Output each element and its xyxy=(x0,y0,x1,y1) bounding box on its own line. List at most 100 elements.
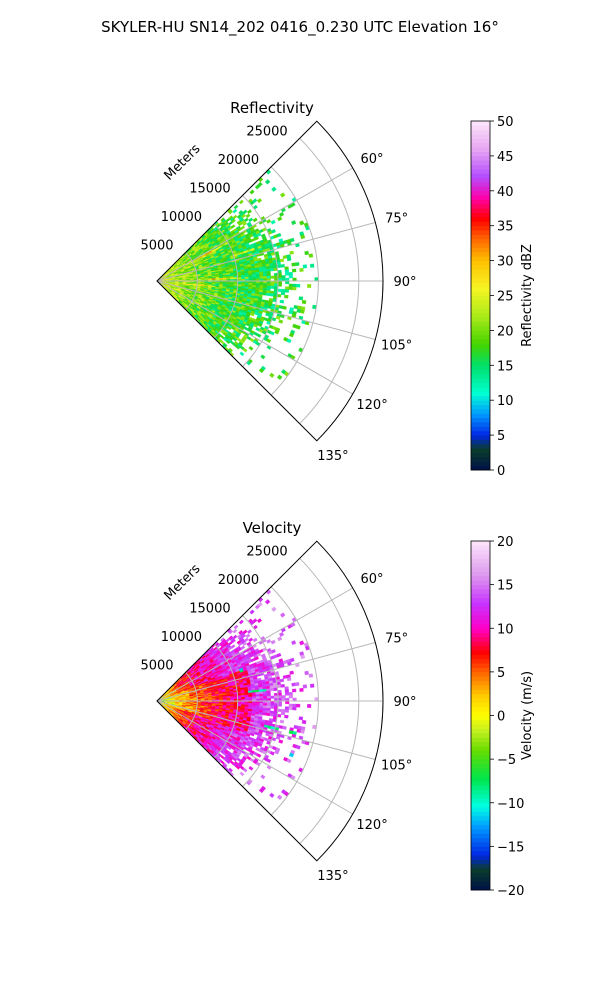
radar-gate xyxy=(238,199,244,205)
colorbar-segment xyxy=(471,580,490,586)
colorbar-segment xyxy=(471,780,490,786)
radar-gate xyxy=(314,697,319,702)
colorbar-segment xyxy=(471,562,490,568)
colorbar-tick-label: 50 xyxy=(497,115,514,130)
colorbar-segment xyxy=(471,824,490,830)
radar-gate xyxy=(262,712,267,716)
radar-gate xyxy=(266,695,271,699)
radar-gate xyxy=(281,275,286,279)
colorbar-segment xyxy=(471,321,490,327)
colorbar-segment xyxy=(471,186,490,192)
colorbar-segment xyxy=(471,378,490,384)
radar-gate xyxy=(292,286,297,291)
colorbar-segment xyxy=(471,689,490,695)
radar-gate xyxy=(286,677,292,682)
colorbar-segment xyxy=(471,767,490,773)
azimuth-tick-label: 90° xyxy=(393,695,416,710)
radar-gate xyxy=(266,283,271,287)
colorbar-segment xyxy=(471,759,490,764)
radar-gate xyxy=(264,599,271,605)
radar-gate xyxy=(265,712,271,717)
colorbar-segment xyxy=(471,545,490,551)
colorbar-segment xyxy=(471,225,490,231)
colorbar-tick-label: 20 xyxy=(497,324,514,339)
radar-gate xyxy=(295,682,300,687)
radar-gate xyxy=(259,273,264,277)
azimuth-tick-label: 60° xyxy=(361,572,384,587)
radar-gate xyxy=(263,283,268,286)
colorbar-segment xyxy=(471,435,490,440)
colorbar-tick-label: 35 xyxy=(497,220,514,235)
radar-gate xyxy=(255,694,260,697)
radar-gate xyxy=(262,691,268,695)
colorbar-segment xyxy=(471,264,490,270)
radar-gate xyxy=(284,689,289,693)
radar-gate xyxy=(263,696,268,699)
colorbar-tick-label: 10 xyxy=(497,394,514,409)
colorbar-segment xyxy=(471,680,490,686)
panel-title: Velocity xyxy=(243,519,302,537)
azimuth-tick-label: 135° xyxy=(317,869,348,884)
colorbar-segment xyxy=(471,567,490,572)
colorbar-segment xyxy=(471,584,490,590)
radar-gate xyxy=(266,270,271,274)
colorbar-segment xyxy=(471,256,490,261)
colorbar-segment xyxy=(471,789,490,795)
radar-gate xyxy=(248,702,253,706)
radar-gate xyxy=(230,277,235,280)
radar-gate xyxy=(244,696,249,700)
radar-gate xyxy=(271,186,277,192)
radar-gate xyxy=(307,704,312,708)
colorbar-segment xyxy=(471,360,490,366)
radar-gate xyxy=(309,683,315,688)
radar-gate xyxy=(266,218,272,224)
colorbar-segment xyxy=(471,772,490,777)
colorbar-segment xyxy=(471,382,490,388)
radar-gate xyxy=(280,684,285,688)
radar-gate xyxy=(252,694,257,698)
radar-gate xyxy=(300,729,305,734)
radar-gate xyxy=(233,624,239,630)
radar-gate xyxy=(279,678,285,683)
radar-gate xyxy=(260,354,266,360)
radar-gate xyxy=(304,250,309,256)
colorbar-tick-label: 15 xyxy=(497,359,514,374)
radar-gate xyxy=(249,609,255,615)
radar-gate xyxy=(266,275,271,279)
colorbar-segment xyxy=(471,798,490,804)
range-tick-label: 15000 xyxy=(189,601,230,616)
radar-gate xyxy=(266,705,271,709)
azimuth-tick-label: 90° xyxy=(393,275,416,290)
radar-gate xyxy=(278,211,285,217)
colorbar-segment xyxy=(471,794,490,799)
radar-gate xyxy=(259,271,264,275)
radar-gate xyxy=(284,706,290,710)
colorbar-segment xyxy=(471,234,490,240)
radar-gate xyxy=(244,274,249,278)
radar-gate xyxy=(300,309,305,314)
colorbar-segment xyxy=(471,588,490,594)
colorbar-segment xyxy=(471,549,490,555)
radar-gate xyxy=(263,703,268,706)
colorbar-segment xyxy=(471,238,490,244)
radar-gate xyxy=(259,703,264,706)
radar-gate xyxy=(269,751,275,756)
colorbar-segment xyxy=(471,610,490,616)
radar-gate xyxy=(301,719,307,725)
radar-gate xyxy=(260,774,266,780)
radar-gate xyxy=(270,639,276,645)
colorbar-segment xyxy=(471,334,490,340)
radar-gate xyxy=(301,299,307,305)
radar-gate xyxy=(259,691,264,695)
radar-gate xyxy=(244,702,249,706)
radar-gate xyxy=(239,771,245,777)
colorbar-segment xyxy=(471,121,490,126)
colorbar-segment xyxy=(471,684,490,690)
colorbar-segment xyxy=(471,693,490,699)
radar-gate xyxy=(278,631,285,637)
colorbar-segment xyxy=(471,558,490,564)
radar-gate xyxy=(299,220,305,226)
radar-gate xyxy=(241,696,246,700)
